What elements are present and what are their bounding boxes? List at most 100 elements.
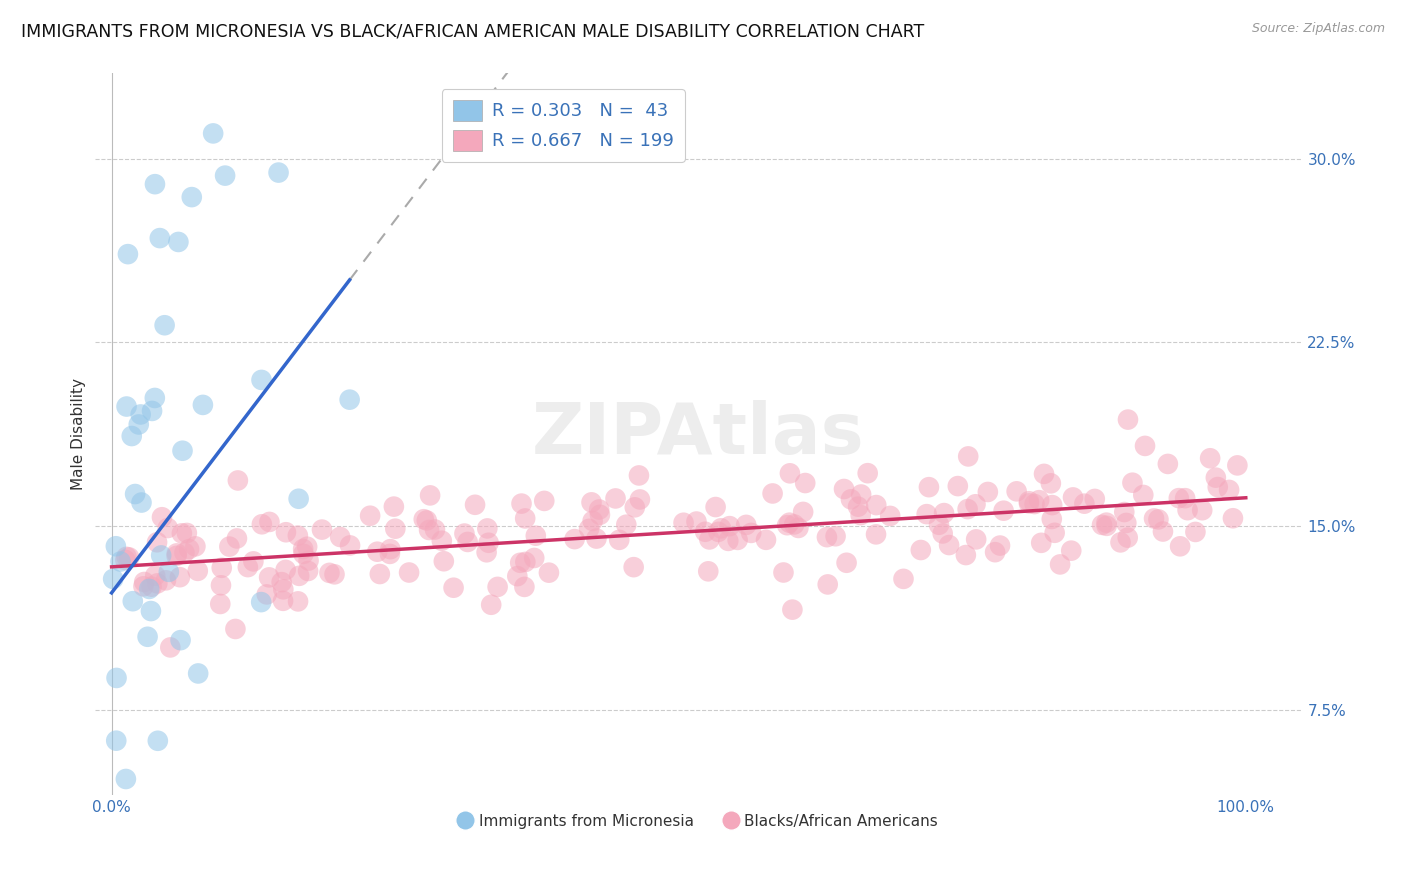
Point <box>167 235 190 249</box>
Point <box>824 529 846 543</box>
Point <box>419 488 441 502</box>
Point <box>537 566 560 580</box>
Point <box>110 555 132 569</box>
Point <box>1115 516 1137 530</box>
Point <box>1109 535 1132 549</box>
Point <box>839 492 862 507</box>
Point <box>695 524 717 539</box>
Point <box>475 545 498 559</box>
Point <box>129 408 152 422</box>
Point <box>1018 496 1040 510</box>
Point <box>169 633 191 648</box>
Point <box>1157 457 1180 471</box>
Point <box>1206 480 1229 494</box>
Point <box>1191 503 1213 517</box>
Point <box>955 548 977 562</box>
Point <box>515 511 537 525</box>
Point <box>287 594 309 608</box>
Point <box>274 525 297 540</box>
Point <box>699 533 721 547</box>
Point <box>118 550 141 565</box>
Point <box>139 604 162 618</box>
Point <box>607 533 630 547</box>
Point <box>928 517 950 532</box>
Point <box>815 530 838 544</box>
Point <box>176 525 198 540</box>
Point <box>170 526 193 541</box>
Y-axis label: Male Disability: Male Disability <box>72 378 86 491</box>
Point <box>418 523 440 537</box>
Point <box>464 498 486 512</box>
Point <box>115 400 138 414</box>
Point <box>1043 525 1066 540</box>
Point <box>104 539 127 553</box>
Point <box>697 564 720 578</box>
Point <box>138 807 160 822</box>
Point <box>956 502 979 516</box>
Point <box>187 666 209 681</box>
Point <box>224 622 246 636</box>
Point <box>589 508 612 522</box>
Point <box>287 528 309 542</box>
Point <box>398 566 420 580</box>
Point <box>453 526 475 541</box>
Point <box>211 561 233 575</box>
Point <box>166 549 188 563</box>
Point <box>159 640 181 655</box>
Point <box>180 190 202 204</box>
Point <box>1143 511 1166 525</box>
Text: Source: ZipAtlas.com: Source: ZipAtlas.com <box>1251 22 1385 36</box>
Point <box>378 547 401 561</box>
Point <box>1116 531 1139 545</box>
Point <box>250 373 273 387</box>
Point <box>236 560 259 574</box>
Point <box>735 517 758 532</box>
Point <box>114 553 136 567</box>
Point <box>202 127 225 141</box>
Point <box>177 542 200 557</box>
Point <box>209 578 232 592</box>
Point <box>138 582 160 596</box>
Point <box>226 474 249 488</box>
Point <box>988 539 1011 553</box>
Point <box>173 546 195 560</box>
Point <box>704 500 727 514</box>
Point <box>318 566 340 580</box>
Point <box>1091 517 1114 532</box>
Point <box>835 556 858 570</box>
Point <box>509 556 531 570</box>
Point <box>267 165 290 179</box>
Point <box>918 480 941 494</box>
Point <box>817 577 839 591</box>
Point <box>250 595 273 609</box>
Point <box>578 522 600 536</box>
Point <box>149 231 172 245</box>
Point <box>256 587 278 601</box>
Point <box>772 566 794 580</box>
Point <box>329 530 352 544</box>
Point <box>506 569 529 583</box>
Point <box>150 510 173 524</box>
Point <box>124 487 146 501</box>
Point <box>187 564 209 578</box>
Point <box>849 508 872 522</box>
Point <box>977 485 1000 500</box>
Point <box>938 538 960 552</box>
Point <box>142 890 165 892</box>
Point <box>792 505 814 519</box>
Point <box>727 533 749 547</box>
Point <box>295 540 318 554</box>
Point <box>209 597 232 611</box>
Point <box>946 479 969 493</box>
Point <box>128 417 150 432</box>
Point <box>588 502 610 516</box>
Point <box>195 837 218 851</box>
Point <box>143 391 166 405</box>
Point <box>1152 524 1174 539</box>
Point <box>1033 467 1056 481</box>
Point <box>157 565 180 579</box>
Point <box>627 468 650 483</box>
Point <box>339 392 361 407</box>
Point <box>755 533 778 547</box>
Point <box>117 247 139 261</box>
